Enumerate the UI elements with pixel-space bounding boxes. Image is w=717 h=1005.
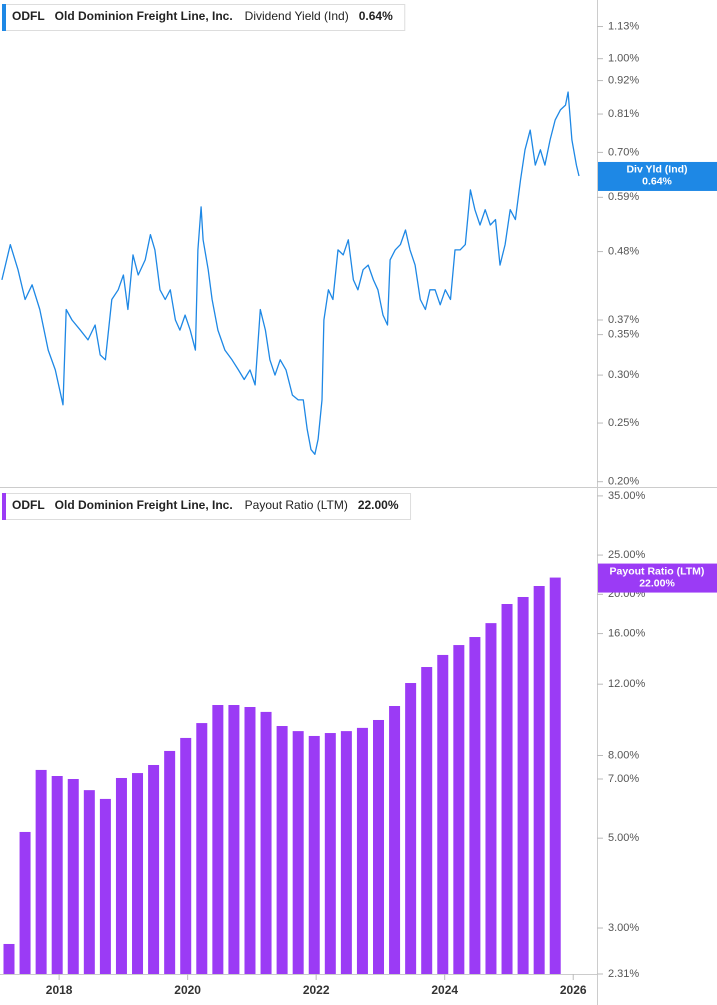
value-tag (598, 563, 717, 593)
y-tick-label: 0.59% (608, 191, 639, 203)
bar (260, 711, 272, 974)
x-tick-label: 2024 (431, 983, 458, 997)
y-tick-label: 0.20% (608, 476, 639, 488)
x-tick-label: 2026 (560, 983, 587, 997)
y-tick-label: 25.00% (608, 549, 646, 561)
bar (324, 733, 336, 974)
y-tick-label: 35.00% (608, 490, 646, 502)
ticker: ODFL (12, 498, 45, 512)
y-tick-label: 2.31% (608, 968, 639, 980)
bar (180, 737, 192, 974)
bar (67, 778, 79, 974)
bar (148, 764, 160, 974)
x-tick-label: 2022 (303, 983, 330, 997)
line (1, 91, 580, 455)
bar (19, 831, 31, 974)
bar (164, 750, 176, 974)
y-tick-label: 0.25% (608, 417, 639, 429)
value-tag-label: Payout Ratio (LTM) (610, 565, 705, 577)
bar (485, 623, 497, 974)
y-tick-label: 3.00% (608, 922, 639, 934)
legend-label: Dividend Yield (Ind) (245, 9, 349, 23)
bar (3, 943, 15, 974)
legend-label: Payout Ratio (LTM) (245, 498, 348, 512)
y-tick-label: 0.70% (608, 146, 639, 158)
bar (356, 727, 368, 974)
y-tick-label: 8.00% (608, 749, 639, 761)
current-value: 0.64% (359, 9, 393, 23)
y-tick-label: 5.00% (608, 832, 639, 844)
bar (244, 707, 256, 974)
bar (228, 705, 240, 974)
value-tag (598, 161, 717, 191)
bar (437, 654, 449, 974)
y-tick-label: 0.81% (608, 108, 639, 120)
y-tick-label: 0.35% (608, 329, 639, 341)
bar (453, 645, 465, 974)
y-tick-label: 16.00% (608, 627, 646, 639)
legend-swatch (2, 493, 6, 520)
bar (35, 769, 47, 974)
bar (405, 683, 417, 974)
bar (533, 586, 545, 974)
bar (469, 637, 481, 974)
bar (501, 604, 513, 974)
bar (212, 705, 224, 974)
y-tick-label: 0.37% (608, 314, 639, 326)
bar (99, 798, 111, 974)
bar (308, 735, 320, 974)
company: Old Dominion Freight Line, Inc. (55, 498, 233, 512)
bar (340, 731, 352, 974)
bar (549, 577, 561, 974)
y-tick-label: 0.92% (608, 74, 639, 86)
bar (389, 706, 401, 974)
company: Old Dominion Freight Line, Inc. (55, 9, 233, 23)
x-tick-label: 2020 (174, 983, 201, 997)
bar (517, 596, 529, 974)
y-tick-label: 1.13% (608, 20, 639, 32)
bar (115, 777, 127, 974)
bar (373, 719, 385, 974)
y-tick-label: 0.48% (608, 245, 639, 257)
y-tick-label: 1.00% (608, 53, 639, 65)
y-tick-label: 7.00% (608, 773, 639, 785)
bar (292, 731, 304, 974)
bar (51, 776, 63, 974)
current-value: 22.00% (358, 498, 399, 512)
y-tick-label: 0.30% (608, 369, 639, 381)
bar (276, 726, 288, 974)
value-tag-value: 22.00% (639, 577, 675, 589)
bar (196, 723, 208, 974)
legend-box (2, 4, 406, 31)
bar (421, 667, 433, 974)
bar (83, 790, 95, 974)
ticker: ODFL (12, 9, 45, 23)
x-tick-label: 2018 (46, 983, 73, 997)
value-tag-label: Div Yld (Ind) (626, 164, 687, 176)
value-tag-value: 0.64% (642, 176, 672, 188)
y-tick-label: 12.00% (608, 678, 646, 690)
legend-swatch (2, 4, 6, 31)
bar (132, 773, 144, 974)
